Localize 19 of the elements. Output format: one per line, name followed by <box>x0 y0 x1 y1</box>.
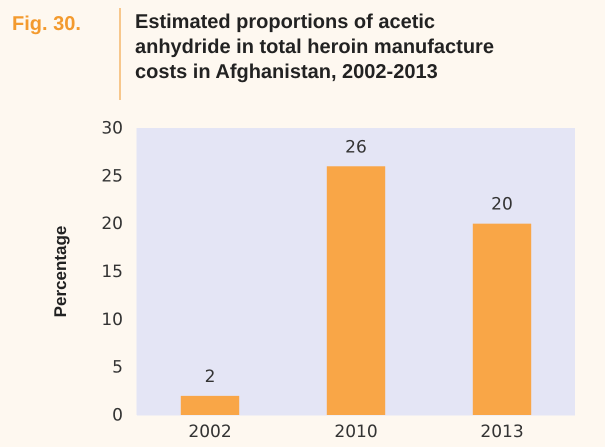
y-tick-label: 0 <box>112 405 123 426</box>
bar <box>472 224 532 415</box>
data-label: 2 <box>204 366 216 387</box>
y-tick-label: 5 <box>112 358 123 378</box>
y-tick-label: 20 <box>101 214 123 234</box>
y-tick-label: 30 <box>101 118 123 138</box>
y-tick-label: 10 <box>101 310 123 330</box>
caption: Fig. 30. <box>12 13 81 35</box>
y-tick-label: 25 <box>101 166 123 186</box>
data-label: 26 <box>345 137 367 158</box>
x-tick-label: 2013 <box>480 422 524 442</box>
x-tick-label: 2002 <box>188 422 232 442</box>
data-label: 20 <box>491 194 513 215</box>
x-tick-label: 2010 <box>334 422 378 442</box>
chart-title: Estimated proportions of acetic anhydride in total heroin manufacture costs in Afghanistan, 2002-2013 <box>135 11 494 83</box>
y-axis-title: Percentage <box>51 226 70 318</box>
y-tick-label: 15 <box>101 262 123 282</box>
bar <box>180 396 240 415</box>
bar <box>326 166 386 415</box>
